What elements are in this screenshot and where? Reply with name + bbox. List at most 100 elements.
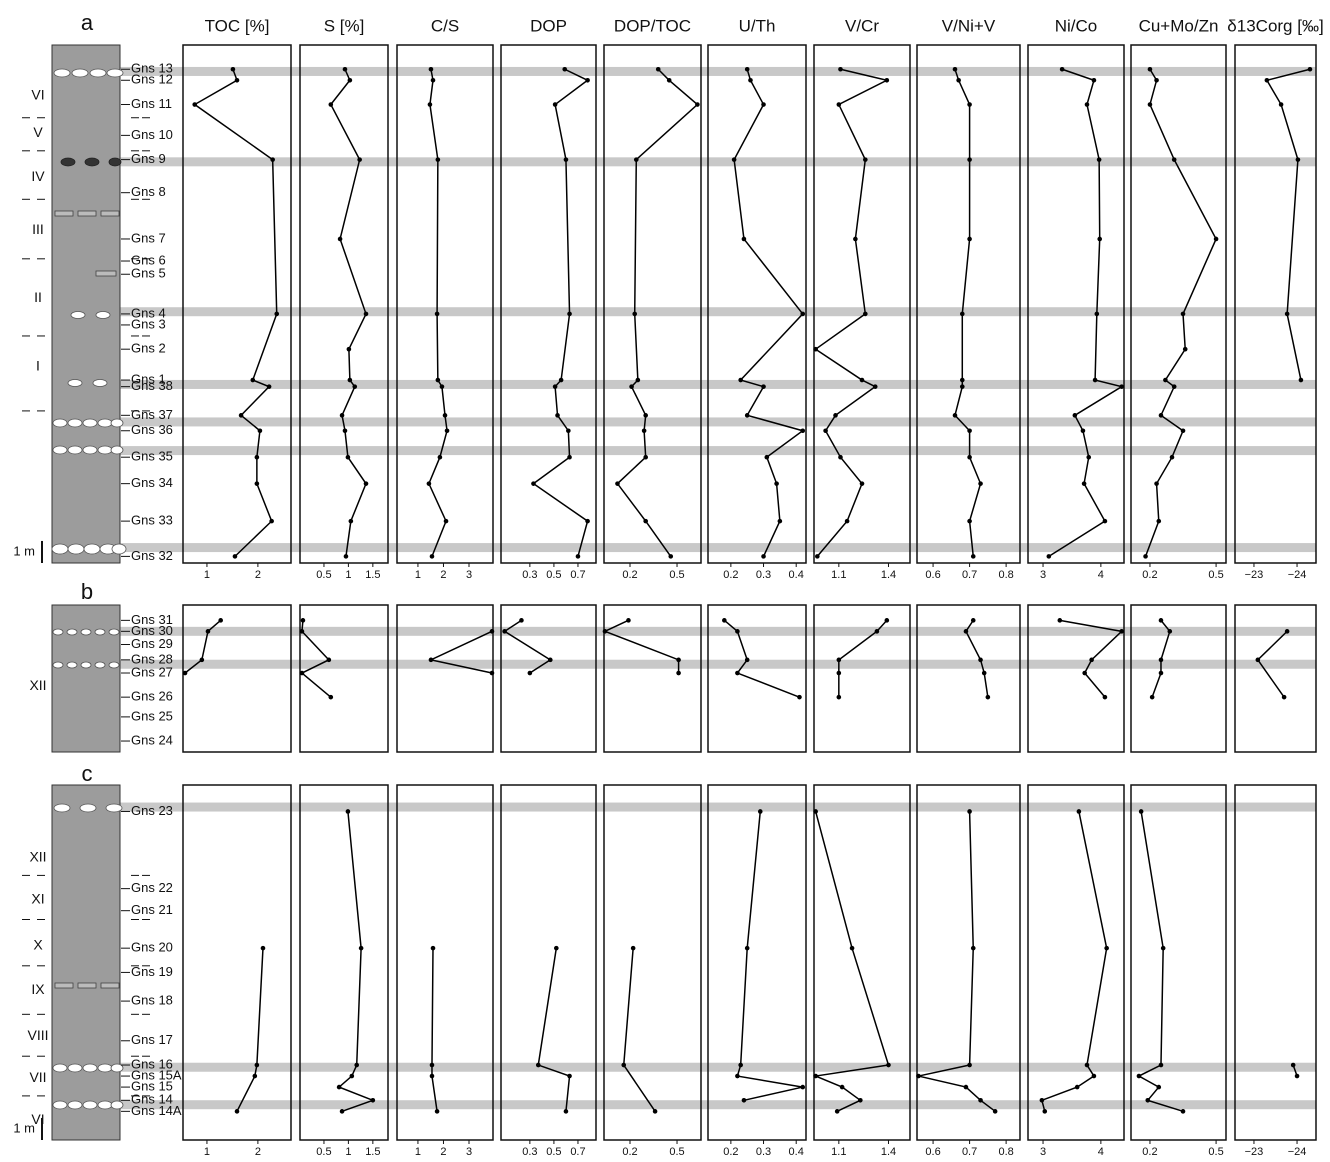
x-tick-label: 0.7: [570, 1146, 585, 1158]
data-point: [1279, 102, 1284, 107]
unit-label: VI: [31, 86, 44, 102]
x-tick-label: 0.4: [789, 1146, 804, 1158]
data-point: [502, 629, 507, 634]
data-point: [435, 312, 440, 317]
panel-box: [708, 45, 806, 563]
data-point: [823, 428, 828, 433]
data-point: [629, 384, 634, 389]
sample-label: Gns 38: [131, 378, 173, 393]
data-point: [183, 671, 188, 676]
data-point: [301, 618, 306, 623]
x-tick-label: 1: [345, 569, 351, 581]
data-point: [435, 1109, 440, 1114]
data-point: [653, 1109, 658, 1114]
data-point: [1085, 102, 1090, 107]
data-point: [797, 695, 802, 700]
data-point: [1047, 554, 1052, 559]
lithology-column: [52, 785, 120, 1140]
data-point: [840, 1085, 845, 1090]
x-tick-label: −23: [1245, 1146, 1264, 1158]
x-tick-label: 1.4: [881, 1146, 896, 1158]
sample-label: Gns 12: [131, 72, 173, 87]
sample-label: Gns 25: [131, 708, 173, 723]
data-point: [1137, 1074, 1142, 1079]
data-point: [1172, 384, 1177, 389]
data-point: [838, 67, 843, 72]
data-point: [553, 102, 558, 107]
sample-label: Gns 36: [131, 422, 173, 437]
data-point: [732, 157, 737, 162]
data-point: [742, 237, 747, 242]
panel-label: b: [81, 579, 93, 604]
data-point: [967, 428, 972, 433]
data-point: [253, 1074, 258, 1079]
data-point: [742, 1098, 747, 1103]
data-point: [1148, 102, 1153, 107]
data-point: [1181, 428, 1186, 433]
data-point: [1282, 695, 1287, 700]
data-point: [833, 413, 838, 418]
data-point: [800, 312, 805, 317]
data-point: [993, 1109, 998, 1114]
data-point: [722, 618, 727, 623]
column-title: C/S: [431, 16, 459, 35]
data-point: [1042, 1109, 1047, 1114]
data-point: [352, 384, 357, 389]
panel-box: [300, 45, 388, 563]
x-tick-label: 0.2: [1142, 569, 1157, 581]
data-point: [1154, 481, 1159, 486]
data-point: [348, 78, 353, 83]
panel-box: [183, 785, 291, 1140]
x-tick-label: −24: [1288, 1146, 1307, 1158]
profile-line: [432, 948, 437, 1111]
sample-label: Gns 17: [131, 1032, 173, 1047]
x-tick-label: 1.1: [831, 1146, 846, 1158]
panel-box: [300, 785, 388, 1140]
data-point: [438, 455, 443, 460]
data-point: [1145, 1098, 1150, 1103]
data-point: [960, 378, 965, 383]
data-point: [863, 312, 868, 317]
data-point: [1181, 1109, 1186, 1114]
data-point: [233, 554, 238, 559]
x-tick-label: 0.6: [925, 1146, 940, 1158]
data-point: [745, 413, 750, 418]
data-point: [745, 658, 750, 663]
data-point: [443, 413, 448, 418]
data-point: [364, 312, 369, 317]
data-point: [978, 1098, 983, 1103]
data-point: [738, 378, 743, 383]
unit-label: IX: [31, 981, 45, 997]
data-point: [631, 946, 636, 951]
column-title: δ13Corg [‰]: [1227, 16, 1323, 35]
data-point: [1156, 519, 1161, 524]
data-point: [1154, 78, 1159, 83]
data-point: [735, 1074, 740, 1079]
data-point: [837, 658, 842, 663]
data-point: [300, 671, 305, 676]
data-point: [1256, 658, 1261, 663]
x-tick-label: 0.5: [546, 569, 561, 581]
data-point: [632, 312, 637, 317]
data-point: [354, 1063, 359, 1068]
profile-line: [538, 948, 569, 1111]
data-point: [971, 554, 976, 559]
x-tick-label: 0.6: [925, 569, 940, 581]
data-point: [1285, 312, 1290, 317]
x-tick-label: 0.8: [998, 569, 1013, 581]
data-point: [274, 312, 279, 317]
data-point: [1143, 554, 1148, 559]
sample-label: Gns 22: [131, 880, 173, 895]
data-point: [267, 384, 272, 389]
unit-label: I: [36, 358, 40, 374]
data-point: [371, 1098, 376, 1103]
data-point: [745, 67, 750, 72]
data-point: [327, 658, 332, 663]
x-tick-label: −23: [1245, 569, 1264, 581]
unit-label: IV: [31, 168, 45, 184]
panel-label: c: [82, 761, 93, 786]
data-point: [1060, 67, 1065, 72]
lithology-column: [52, 605, 120, 752]
sample-label: Gns 29: [131, 636, 173, 651]
data-point: [873, 384, 878, 389]
